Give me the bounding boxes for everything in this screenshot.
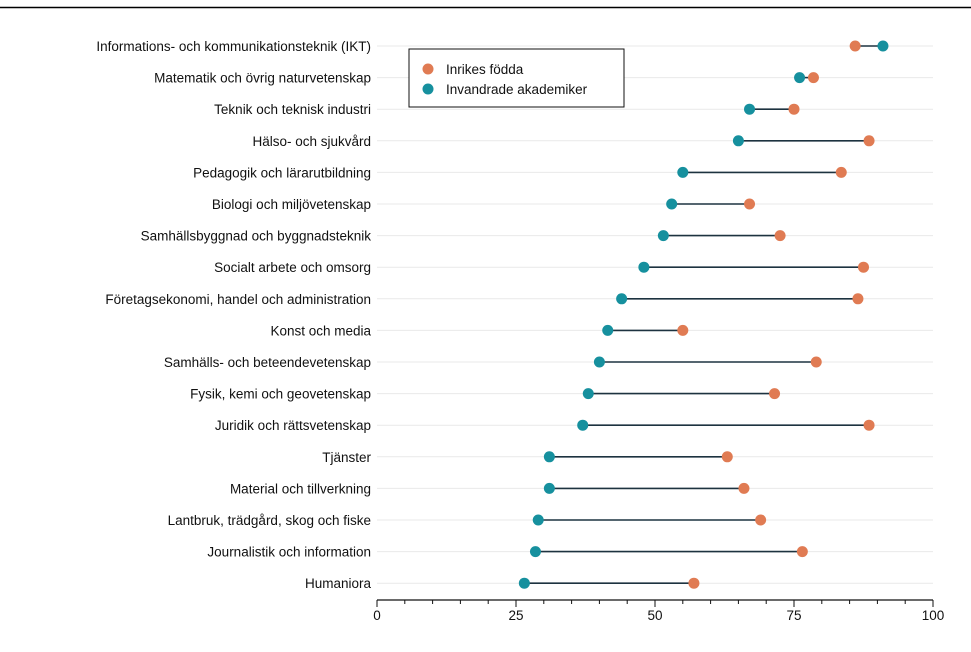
point-invandrade-juridik-och-rattsvetenskap [577,419,589,431]
gridlines [377,45,933,584]
point-inrikes-journalistik-och-information [796,546,808,558]
point-inrikes-fysik-kemi-och-geovetenskap [769,388,781,400]
category-label-juridik-och-rattsvetenskap: Juridik och rättsvetenskap [215,418,371,433]
x-tick-label-50: 50 [647,608,662,623]
x-tick-label-0: 0 [373,608,381,623]
x-tick-label-25: 25 [508,608,523,623]
point-inrikes-informations-och-kommunikationsteknik-ikt [849,40,861,52]
legend-box [408,48,625,108]
category-label-halso-och-sjukvard: Hälso- och sjukvård [252,134,371,149]
legend-label-inrikes: Inrikes födda [446,62,524,77]
point-invandrade-informations-och-kommunikationsteknik-ikt [877,40,889,52]
category-labels: Informations- och kommunikationsteknik (… [96,39,371,591]
point-invandrade-teknik-och-teknisk-industri [744,103,756,115]
category-label-konst-och-media: Konst och media [270,323,371,338]
point-invandrade-samhalls-och-beteendevetenskap [593,356,605,368]
point-invandrade-fysik-kemi-och-geovetenskap [582,388,594,400]
x-tick-label-100: 100 [922,608,945,623]
point-inrikes-samhalls-och-beteendevetenskap [810,356,822,368]
point-invandrade-samhallsbyggnad-och-byggnadsteknik [657,230,669,242]
point-inrikes-socialt-arbete-och-omsorg [858,261,869,273]
point-invandrade-halso-och-sjukvard [732,135,744,147]
category-label-samhalls-och-beteendevetenskap: Samhälls- och beteendevetenskap [164,355,371,370]
data-points [518,40,889,589]
category-label-humaniora: Humaniora [305,576,372,591]
point-invandrade-konst-och-media [602,324,614,336]
point-inrikes-humaniora [688,577,700,589]
point-inrikes-konst-och-media [677,324,689,336]
legend: Inrikes födda Invandrade akademiker [408,48,625,108]
point-invandrade-foretagsekonomi-handel-och-administration [616,293,628,305]
category-label-fysik-kemi-och-geovetenskap: Fysik, kemi och geovetenskap [190,387,371,402]
point-inrikes-teknik-och-teknisk-industri [788,103,800,115]
x-tick-label-75: 75 [786,608,801,623]
point-invandrade-material-och-tillverkning [543,482,555,494]
legend-marker-invandrade [422,83,434,95]
point-invandrade-biologi-och-miljovetenskap [666,198,678,210]
point-invandrade-humaniora [518,577,530,589]
point-inrikes-lantbruk-tradgard-skog-och-fiske [755,514,767,526]
x-axis: 0 25 50 75 100 [373,599,945,623]
point-invandrade-tjanster [543,451,555,463]
category-label-material-och-tillverkning: Material och tillverkning [230,481,371,496]
point-invandrade-matematik-och-ovrig-naturvetenskap [794,72,806,84]
point-inrikes-tjanster [721,451,733,463]
category-label-journalistik-och-information: Journalistik och information [207,545,371,560]
category-label-socialt-arbete-och-omsorg: Socialt arbete och omsorg [214,260,371,275]
point-inrikes-halso-och-sjukvard [863,135,875,147]
category-label-informations-och-kommunikationsteknik-ikt: Informations- och kommunikationsteknik (… [96,39,371,54]
point-inrikes-juridik-och-rattsvetenskap [863,419,875,431]
point-inrikes-biologi-och-miljovetenskap [744,198,756,210]
category-label-foretagsekonomi-handel-och-administration: Företagsekonomi, handel och administrati… [105,292,371,307]
category-label-samhallsbyggnad-och-byggnadsteknik: Samhällsbyggnad och byggnadsteknik [141,229,372,244]
category-label-biologi-och-miljovetenskap: Biologi och miljövetenskap [212,197,371,212]
point-inrikes-samhallsbyggnad-och-byggnadsteknik [774,230,786,242]
point-invandrade-socialt-arbete-och-omsorg [638,261,650,273]
category-label-lantbruk-tradgard-skog-och-fiske: Lantbruk, trädgård, skog och fiske [168,513,371,528]
point-inrikes-foretagsekonomi-handel-och-administration [852,293,864,305]
point-invandrade-pedagogik-och-lararutbildning [677,166,689,178]
point-inrikes-matematik-och-ovrig-naturvetenskap [807,72,819,84]
connector-lines [524,45,883,585]
point-invandrade-journalistik-och-information [529,546,541,558]
category-label-matematik-och-ovrig-naturvetenskap: Matematik och övrig naturvetenskap [154,71,371,86]
category-label-teknik-och-teknisk-industri: Teknik och teknisk industri [214,102,371,117]
point-inrikes-pedagogik-och-lararutbildning [835,166,847,178]
point-inrikes-material-och-tillverkning [738,482,750,494]
legend-label-invandrade: Invandrade akademiker [446,82,588,97]
category-label-tjanster: Tjänster [322,450,371,465]
legend-marker-inrikes [422,63,434,75]
point-invandrade-lantbruk-tradgard-skog-och-fiske [532,514,544,526]
category-label-pedagogik-och-lararutbildning: Pedagogik och lärarutbildning [193,165,371,180]
